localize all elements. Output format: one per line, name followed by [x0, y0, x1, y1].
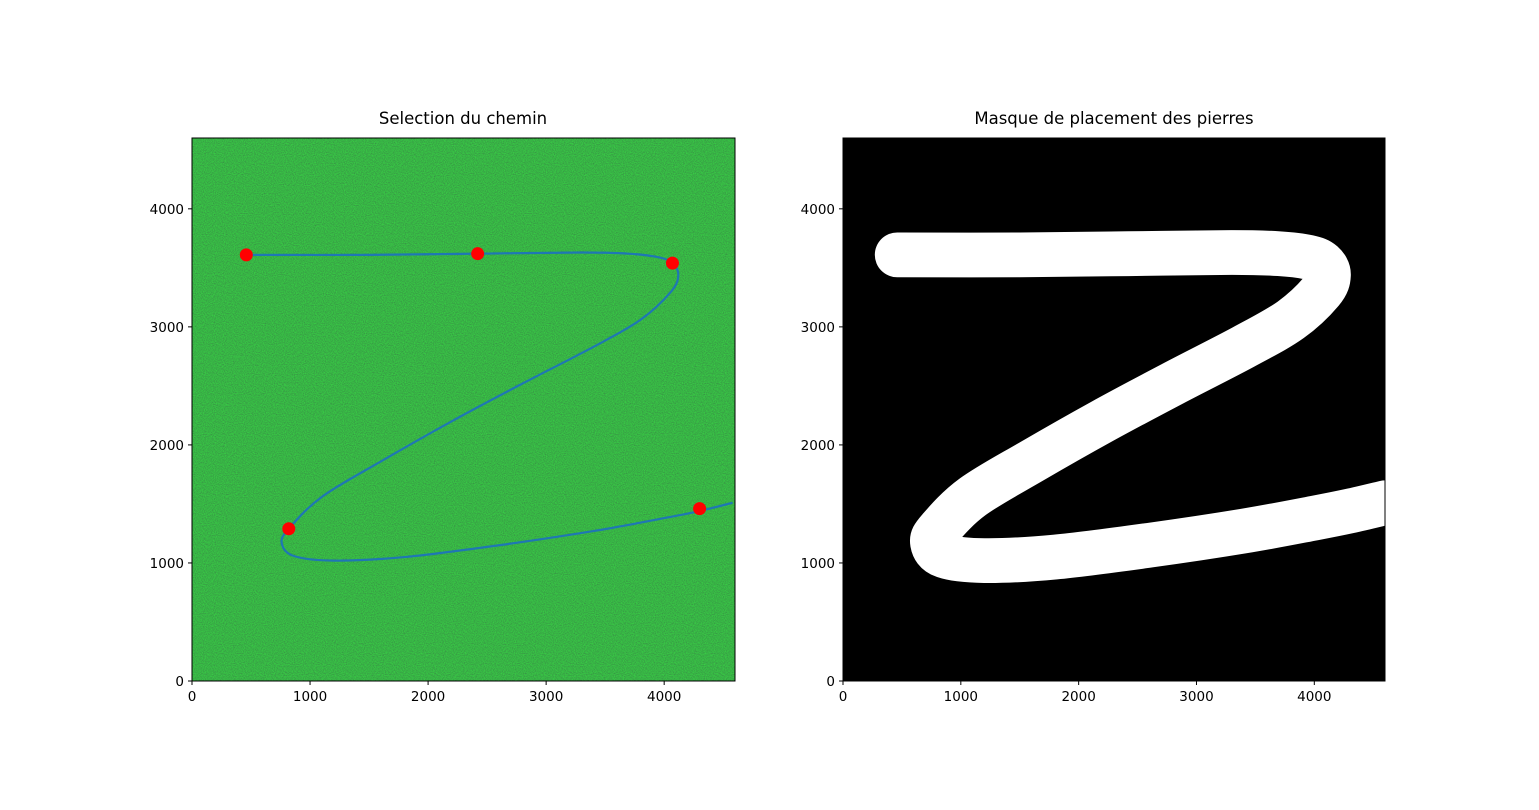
right-y-tick-label: 3000 — [801, 320, 835, 336]
right-plot-area — [843, 138, 1385, 681]
control-point — [665, 256, 679, 270]
right-chart-title: Masque de placement des pierres — [974, 109, 1253, 128]
left-panel: Selection du chemin 0 1000 2000 3000 4000 0 10… — [150, 109, 736, 705]
control-point — [282, 522, 296, 536]
right-y-tick-label: 2000 — [801, 438, 835, 454]
right-x-tick-label: 2000 — [1061, 689, 1095, 705]
left-x-tick-label: 2000 — [411, 689, 445, 705]
control-point — [693, 502, 707, 516]
right-y-tick-label: 1000 — [801, 556, 835, 572]
control-point — [471, 247, 485, 261]
path-curve-line — [246, 251, 733, 562]
left-x-tick-label: 1000 — [293, 689, 327, 705]
right-axis-ticks: 0 1000 2000 3000 4000 0 1000 2000 3000 4000 — [801, 202, 1332, 705]
right-panel: Masque de placement des pierres 0 1000 200… — [801, 109, 1386, 705]
left-y-tick-label: 4000 — [150, 202, 184, 218]
right-y-tick-label: 4000 — [801, 202, 835, 218]
right-x-tick-label: 0 — [839, 689, 848, 705]
right-y-tick-label: 0 — [826, 674, 835, 690]
left-y-tick-label: 1000 — [150, 556, 184, 572]
left-y-tick-label: 3000 — [150, 320, 184, 336]
stone-mask-band — [874, 230, 1385, 583]
grass-texture — [192, 138, 735, 681]
control-point — [239, 248, 253, 262]
left-axis-ticks: 0 1000 2000 3000 4000 0 1000 2000 3000 4000 — [150, 202, 682, 705]
left-x-tick-label: 0 — [188, 689, 197, 705]
left-y-tick-label: 2000 — [150, 438, 184, 454]
right-x-tick-label: 3000 — [1179, 689, 1213, 705]
left-axes-frame — [191, 137, 736, 682]
left-plot-area — [192, 138, 735, 681]
right-x-tick-label: 1000 — [944, 689, 978, 705]
left-x-tick-label: 3000 — [529, 689, 563, 705]
left-y-tick-label: 0 — [175, 674, 184, 690]
right-axes-frame — [842, 137, 1386, 682]
left-chart-title: Selection du chemin — [379, 109, 547, 128]
right-x-tick-label: 4000 — [1297, 689, 1331, 705]
left-x-tick-label: 4000 — [647, 689, 681, 705]
